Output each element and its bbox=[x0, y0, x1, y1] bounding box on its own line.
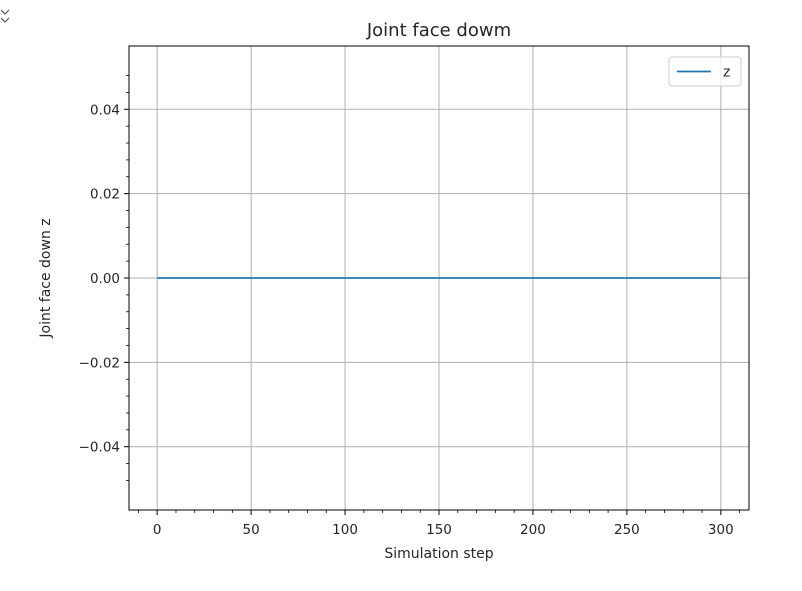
x-tick-labels: 0 50 100 150 200 250 300 bbox=[153, 522, 734, 538]
expand-toggle-icon[interactable] bbox=[0, 8, 10, 26]
x-tick-label: 150 bbox=[426, 522, 452, 538]
legend-entry-z: z bbox=[723, 65, 730, 81]
y-tick-label: −0.02 bbox=[79, 355, 120, 371]
y-tick-label: 0.02 bbox=[90, 187, 120, 203]
axis-ticks bbox=[124, 75, 741, 515]
x-tick-label: 300 bbox=[708, 522, 734, 538]
y-tick-label: −0.04 bbox=[79, 440, 120, 456]
y-tick-label: 0.00 bbox=[90, 271, 120, 287]
y-tick-labels: 0.04 0.02 0.00 −0.02 −0.04 bbox=[79, 102, 120, 455]
chart-title: Joint face dowm bbox=[366, 20, 511, 41]
x-tick-label: 200 bbox=[520, 522, 546, 538]
legend: z bbox=[668, 56, 742, 87]
y-tick-label: 0.04 bbox=[90, 102, 120, 118]
x-tick-label: 100 bbox=[332, 522, 358, 538]
x-axis-label: Simulation step bbox=[384, 546, 493, 562]
x-tick-label: 0 bbox=[153, 522, 162, 538]
y-axis-label: Joint face down z bbox=[38, 218, 54, 338]
x-tick-label: 50 bbox=[243, 522, 260, 538]
x-tick-label: 250 bbox=[614, 522, 640, 538]
